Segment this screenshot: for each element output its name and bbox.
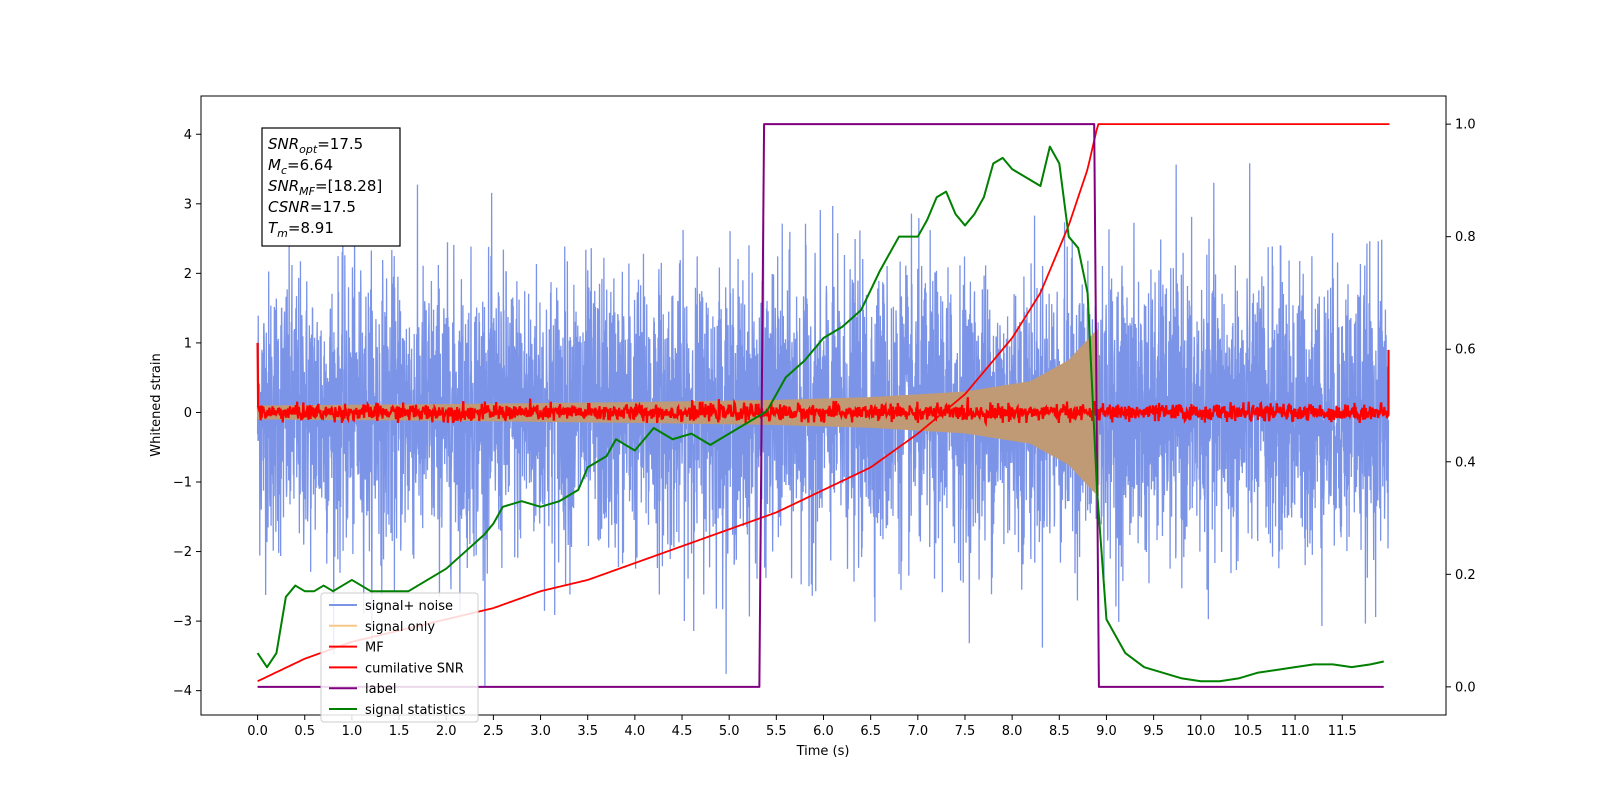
y-tick-label-left: −3 — [173, 615, 192, 630]
x-tick-label: 5.5 — [766, 724, 787, 739]
x-tick-label: 9.5 — [1143, 724, 1164, 739]
x-tick-label: 7.0 — [907, 724, 928, 739]
legend-entry: signal statistics — [329, 703, 466, 718]
x-tick-label: 8.0 — [1002, 724, 1023, 739]
annotation-line: CSNR=17.5 — [268, 198, 356, 216]
x-tick-label: 2.0 — [436, 724, 457, 739]
x-tick-label: 4.0 — [625, 724, 646, 739]
y-tick-label-left: −1 — [173, 476, 192, 491]
x-tick-label: 10.5 — [1233, 724, 1262, 739]
y-tick-label-left: −4 — [173, 684, 192, 699]
x-tick-label: 4.5 — [672, 724, 693, 739]
legend-entry: MF — [329, 641, 384, 656]
legend: signal+ noise signal only MF cumilative SNR… — [320, 592, 479, 723]
y-tick-label-right: 0.6 — [1455, 343, 1476, 358]
x-tick-label: 10.0 — [1186, 724, 1215, 739]
legend-entry: signal only — [329, 620, 435, 635]
y-tick-label-left: 0 — [184, 406, 192, 421]
x-tick-label: 7.5 — [955, 724, 976, 739]
x-tick-label: 11.0 — [1281, 724, 1310, 739]
x-tick-label: 0.5 — [294, 724, 315, 739]
annotation-line: Mc=6.64 — [268, 156, 333, 177]
annotation-line: SNRMF=[18.28] — [268, 177, 382, 198]
y-tick-label-left: 2 — [184, 267, 192, 282]
y-tick-label-left: 1 — [184, 336, 192, 351]
legend-frame — [320, 592, 479, 723]
x-tick-label: 2.5 — [483, 724, 504, 739]
legend-entry: cumilative SNR — [329, 661, 464, 676]
x-tick-label: 1.0 — [342, 724, 363, 739]
legend-label: signal+ noise — [365, 599, 453, 614]
y-tick-label-left: −2 — [173, 545, 192, 560]
x-axis: 0.0 0.5 1.0 1.5 2.0 2.5 3.0 3.5 4.0 4.5 5.0 5.5 6.0 6… — [247, 715, 1357, 739]
x-tick-label: 8.5 — [1049, 724, 1070, 739]
annotation-line: Tm=8.91 — [268, 219, 334, 240]
y-axis-label: Whitened strain — [149, 353, 164, 456]
legend-label: cumilative SNR — [365, 661, 464, 676]
y-tick-label-right: 0.4 — [1455, 455, 1476, 470]
x-tick-label: 6.5 — [860, 724, 881, 739]
x-tick-label: 9.0 — [1096, 724, 1117, 739]
x-tick-label: 1.5 — [389, 724, 410, 739]
y-tick-label-right: 0.0 — [1455, 680, 1476, 695]
y-tick-label-left: 3 — [184, 197, 192, 212]
x-axis-label: Time (s) — [796, 744, 850, 759]
series-mf-line — [256, 342, 1390, 428]
y-tick-label-left: 4 — [184, 128, 192, 143]
x-tick-label: 11.5 — [1328, 724, 1357, 739]
legend-label: signal only — [365, 620, 435, 635]
legend-entry: label — [329, 682, 396, 697]
annotation-line: SNRopt=17.5 — [268, 135, 363, 156]
series-signal-statistics-line — [256, 145, 1384, 683]
y-axis-right: 0.0 0.2 0.4 0.6 0.8 1.0 — [1446, 118, 1476, 695]
x-tick-label: 0.0 — [247, 724, 268, 739]
legend-label: label — [365, 682, 396, 697]
y-axis-left: −4 −3 −2 −1 0 1 2 3 4 — [173, 128, 201, 699]
annotation-box: SNRopt=17.5Mc=6.64SNRMF=[18.28]CSNR=17.5… — [261, 127, 401, 247]
y-tick-label-right: 0.8 — [1455, 230, 1476, 245]
legend-label: signal statistics — [365, 703, 466, 718]
y-tick-label-right: 0.2 — [1455, 568, 1476, 583]
y-tick-label-right: 1.0 — [1455, 118, 1476, 133]
x-tick-label: 6.0 — [813, 724, 834, 739]
x-tick-label: 3.5 — [577, 724, 598, 739]
legend-label: MF — [365, 641, 384, 656]
annotation-frame — [261, 127, 401, 247]
x-tick-label: 3.0 — [530, 724, 551, 739]
series-label-line — [257, 123, 1384, 688]
x-tick-label: 5.0 — [719, 724, 740, 739]
legend-entry: signal+ noise — [329, 599, 453, 614]
